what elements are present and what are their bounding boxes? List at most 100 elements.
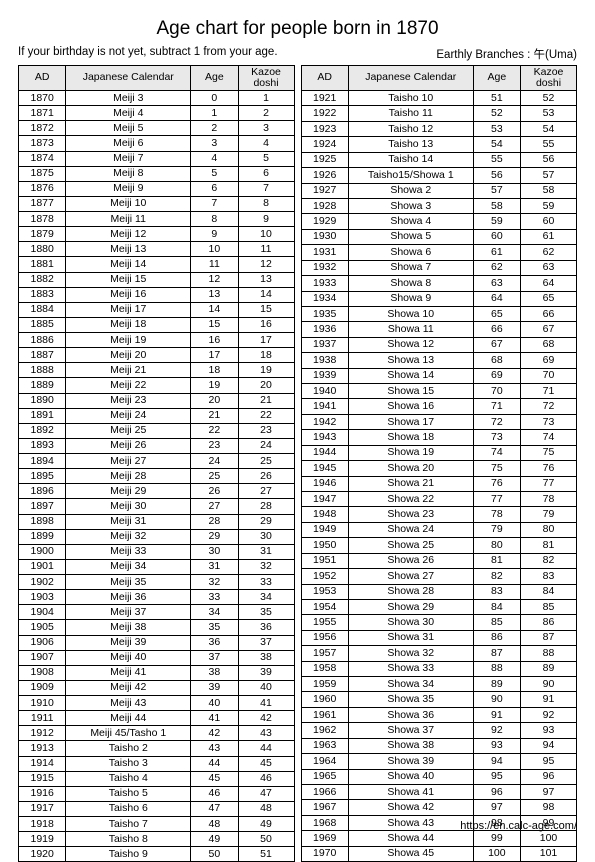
cell-jp: Meiji 41	[66, 665, 191, 680]
note-text: If your birthday is not yet, subtract 1 …	[18, 46, 278, 62]
cell-jp: Showa 44	[348, 831, 473, 846]
cell-jp: Showa 10	[348, 306, 473, 321]
cell-jp: Meiji 26	[66, 438, 191, 453]
table-row: 1887Meiji 201718	[19, 348, 295, 363]
cell-ad: 1949	[301, 522, 348, 537]
cell-age: 96	[473, 785, 520, 800]
table-row: 1934Showa 96465	[301, 291, 577, 306]
cell-jp: Showa 8	[348, 276, 473, 291]
cell-jp: Showa 27	[348, 569, 473, 584]
cell-ad: 1871	[19, 106, 66, 121]
table-row: 1956Showa 318687	[301, 630, 577, 645]
cell-jp: Meiji 31	[66, 514, 191, 529]
cell-age: 88	[473, 661, 520, 676]
cell-age: 21	[191, 408, 238, 423]
cell-jp: Showa 40	[348, 769, 473, 784]
cell-ad: 1932	[301, 260, 348, 275]
cell-age: 28	[191, 514, 238, 529]
cell-kazoe: 51	[238, 847, 294, 862]
cell-jp: Showa 33	[348, 661, 473, 676]
table-row: 1949Showa 247980	[301, 522, 577, 537]
cell-age: 39	[191, 680, 238, 695]
cell-kazoe: 38	[238, 650, 294, 665]
cell-age: 93	[473, 738, 520, 753]
cell-ad: 1948	[301, 507, 348, 522]
cell-age: 63	[473, 276, 520, 291]
cell-age: 54	[473, 137, 520, 152]
cell-kazoe: 37	[238, 635, 294, 650]
cell-age: 40	[191, 696, 238, 711]
cell-age: 99	[473, 831, 520, 846]
cell-jp: Meiji 35	[66, 575, 191, 590]
table-row: 1897Meiji 302728	[19, 499, 295, 514]
table-row: 1957Showa 328788	[301, 646, 577, 661]
table-header-row: AD Japanese Calendar Age Kazoedoshi	[19, 66, 295, 91]
cell-ad: 1945	[301, 461, 348, 476]
cell-ad: 1912	[19, 726, 66, 741]
cell-kazoe: 52	[521, 91, 577, 106]
cell-jp: Meiji 7	[66, 151, 191, 166]
table-row: 1873Meiji 634	[19, 136, 295, 151]
cell-ad: 1930	[301, 229, 348, 244]
cell-jp: Meiji 27	[66, 454, 191, 469]
table-row: 1910Meiji 434041	[19, 696, 295, 711]
cell-jp: Taisho 2	[66, 741, 191, 756]
cell-age: 49	[191, 832, 238, 847]
cell-kazoe: 46	[238, 771, 294, 786]
cell-ad: 1893	[19, 438, 66, 453]
cell-ad: 1917	[19, 801, 66, 816]
cell-age: 23	[191, 438, 238, 453]
cell-ad: 1891	[19, 408, 66, 423]
col-ad: AD	[301, 66, 348, 91]
cell-age: 52	[473, 106, 520, 121]
cell-ad: 1902	[19, 575, 66, 590]
table-row: 1953Showa 288384	[301, 584, 577, 599]
cell-kazoe: 35	[238, 605, 294, 620]
cell-ad: 1888	[19, 363, 66, 378]
cell-kazoe: 5	[238, 151, 294, 166]
cell-kazoe: 84	[521, 584, 577, 599]
cell-jp: Taisho 14	[348, 152, 473, 167]
table-row: 1901Meiji 343132	[19, 559, 295, 574]
table-row: 1911Meiji 444142	[19, 711, 295, 726]
col-ad: AD	[19, 66, 66, 91]
cell-age: 70	[473, 384, 520, 399]
cell-jp: Showa 36	[348, 707, 473, 722]
cell-ad: 1897	[19, 499, 66, 514]
cell-age: 43	[191, 741, 238, 756]
cell-jp: Meiji 22	[66, 378, 191, 393]
cell-jp: Showa 18	[348, 430, 473, 445]
cell-ad: 1940	[301, 384, 348, 399]
cell-jp: Meiji 11	[66, 212, 191, 227]
cell-ad: 1942	[301, 414, 348, 429]
cell-kazoe: 87	[521, 630, 577, 645]
cell-ad: 1968	[301, 815, 348, 830]
cell-age: 80	[473, 538, 520, 553]
table-row: 1886Meiji 191617	[19, 333, 295, 348]
cell-ad: 1938	[301, 353, 348, 368]
cell-ad: 1884	[19, 302, 66, 317]
cell-kazoe: 82	[521, 553, 577, 568]
cell-age: 58	[473, 198, 520, 213]
cell-jp: Meiji 5	[66, 121, 191, 136]
table-row: 1904Meiji 373435	[19, 605, 295, 620]
cell-kazoe: 58	[521, 183, 577, 198]
cell-jp: Showa 24	[348, 522, 473, 537]
cell-jp: Showa 2	[348, 183, 473, 198]
cell-age: 64	[473, 291, 520, 306]
cell-kazoe: 89	[521, 661, 577, 676]
table-row: 1958Showa 338889	[301, 661, 577, 676]
cell-jp: Meiji 13	[66, 242, 191, 257]
cell-age: 83	[473, 584, 520, 599]
table-row: 1908Meiji 413839	[19, 665, 295, 680]
cell-jp: Meiji 3	[66, 91, 191, 106]
cell-kazoe: 67	[521, 322, 577, 337]
table-row: 1948Showa 237879	[301, 507, 577, 522]
cell-ad: 1913	[19, 741, 66, 756]
table-row: 1879Meiji 12910	[19, 227, 295, 242]
col-kazoe: Kazoedoshi	[521, 66, 577, 91]
age-table-right: AD Japanese Calendar Age Kazoedoshi 1921…	[301, 65, 578, 862]
table-row: 1909Meiji 423940	[19, 680, 295, 695]
table-row: 1967Showa 429798	[301, 800, 577, 815]
table-row: 1929Showa 45960	[301, 214, 577, 229]
